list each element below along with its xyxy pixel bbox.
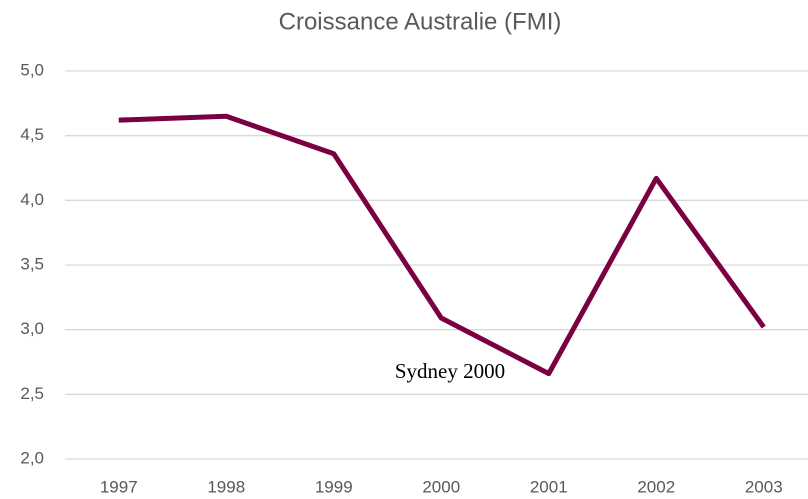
y-tick-label: 2,5 [20,384,44,403]
y-tick-label: 3,5 [20,254,44,273]
y-tick-label: 3,0 [20,319,44,338]
x-tick-label: 1998 [207,477,245,496]
x-tick-label: 2001 [530,477,568,496]
annotation: Sydney 2000 [395,359,505,383]
x-tick-label: 2000 [422,477,460,496]
chart-title: Croissance Australie (FMI) [279,8,562,35]
line [118,113,766,377]
y-tick-label: 5,0 [20,60,44,79]
y-tick-label: 4,0 [20,190,44,209]
x-tick-label: 2002 [637,477,675,496]
x-tick-label: 1997 [100,477,138,496]
x-tick-label: 2003 [745,477,783,496]
y-tick-label: 2,0 [20,448,44,467]
x-tick-label: 1999 [315,477,353,496]
y-tick-label: 4,5 [20,125,44,144]
